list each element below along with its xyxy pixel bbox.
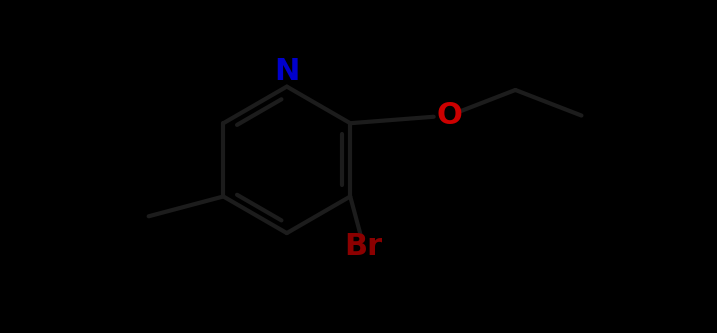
Text: Br: Br [345, 231, 383, 260]
Text: N: N [274, 57, 300, 86]
Text: O: O [437, 101, 462, 130]
